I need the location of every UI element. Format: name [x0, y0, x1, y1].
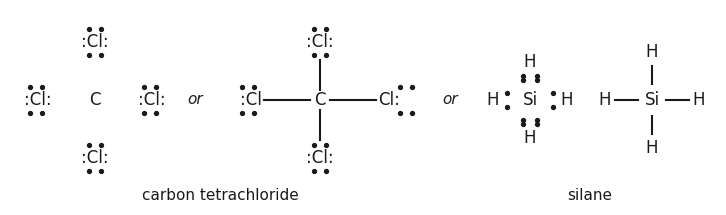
Text: :Cl:: :Cl: — [81, 33, 109, 51]
Text: H: H — [523, 53, 537, 71]
Text: Si: Si — [523, 91, 537, 109]
Text: :Cl: :Cl — [240, 91, 262, 109]
Text: C: C — [314, 91, 326, 109]
Text: C: C — [89, 91, 101, 109]
Text: H: H — [645, 139, 658, 157]
Text: or: or — [187, 92, 203, 108]
Text: silane: silane — [568, 189, 613, 204]
Text: :Cl:: :Cl: — [24, 91, 52, 109]
Text: :Cl:: :Cl: — [138, 91, 166, 109]
Text: H: H — [693, 91, 705, 109]
Text: :Cl:: :Cl: — [306, 33, 334, 51]
Text: Si: Si — [645, 91, 659, 109]
Text: Cl:: Cl: — [378, 91, 400, 109]
Text: carbon tetrachloride: carbon tetrachloride — [142, 189, 298, 204]
Text: H: H — [645, 43, 658, 61]
Text: H: H — [486, 91, 499, 109]
Text: :Cl:: :Cl: — [81, 149, 109, 167]
Text: H: H — [599, 91, 611, 109]
Text: :Cl:: :Cl: — [306, 149, 334, 167]
Text: H: H — [523, 129, 537, 147]
Text: H: H — [560, 91, 574, 109]
Text: or: or — [442, 92, 458, 108]
